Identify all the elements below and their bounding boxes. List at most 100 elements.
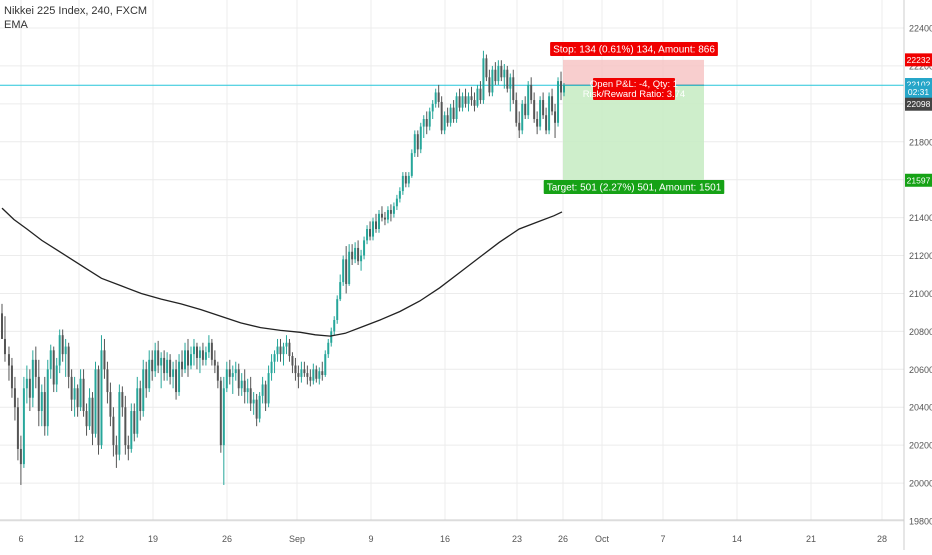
candle-body-162 xyxy=(485,58,488,78)
candle-body-17 xyxy=(52,350,55,385)
x-tick-label-4: Sep xyxy=(289,534,305,544)
y-tick-label-2: 20200 xyxy=(909,441,932,451)
candle-body-134 xyxy=(401,175,404,192)
candle-body-13 xyxy=(40,392,43,412)
candle-body-168 xyxy=(503,69,506,78)
candle-body-20 xyxy=(61,335,64,355)
candle-body-4 xyxy=(13,388,16,408)
candle-body-110 xyxy=(330,331,333,343)
candle-body-51 xyxy=(154,350,157,372)
candle-body-31 xyxy=(94,369,97,434)
candle-body-179 xyxy=(536,119,539,127)
stop-label-box xyxy=(550,42,718,56)
y-tick-label-5: 20800 xyxy=(909,327,932,337)
candle-body-37 xyxy=(112,416,115,446)
candle-body-50 xyxy=(151,359,154,372)
candle-body-112 xyxy=(336,299,339,321)
candle-body-125 xyxy=(375,221,378,229)
candle-body-152 xyxy=(455,96,458,120)
candle-body-117 xyxy=(351,251,354,260)
candle-body-151 xyxy=(452,107,455,120)
candle-body-70 xyxy=(210,342,213,360)
candle-body-49 xyxy=(148,359,151,389)
candle-body-120 xyxy=(360,255,363,262)
candle-body-64 xyxy=(192,346,195,355)
candle-body-10 xyxy=(31,359,34,398)
candle-body-46 xyxy=(139,388,142,412)
candle-body-102 xyxy=(306,373,309,377)
candle-body-69 xyxy=(207,342,210,353)
candle-body-79 xyxy=(237,369,240,389)
symbol-label[interactable]: Nikkei 225 Index, 240, FXCM xyxy=(4,5,148,17)
candle-body-73 xyxy=(219,380,222,446)
candle-body-113 xyxy=(339,282,342,300)
candle-body-156 xyxy=(467,96,470,104)
candle-body-91 xyxy=(273,354,276,362)
candle-body-92 xyxy=(276,346,279,355)
candle-body-98 xyxy=(294,365,297,374)
candle-body-28 xyxy=(85,411,88,427)
candle-body-21 xyxy=(64,346,67,355)
candle-body-57 xyxy=(172,369,175,377)
candle-body-149 xyxy=(446,115,449,123)
candle-body-142 xyxy=(425,119,428,127)
candle-body-184 xyxy=(551,96,554,112)
candle-body-153 xyxy=(458,96,461,108)
x-tick-label-2: 19 xyxy=(148,534,158,544)
candle-body-173 xyxy=(518,122,521,131)
candle-body-39 xyxy=(118,392,121,455)
y-tick-label-6: 21000 xyxy=(909,289,932,299)
candle-body-167 xyxy=(500,65,503,78)
candle-body-53 xyxy=(160,357,163,366)
candle-body-63 xyxy=(189,354,192,366)
x-tick-label-9: Oct xyxy=(595,534,610,544)
candle-body-182 xyxy=(545,115,548,131)
candle-body-41 xyxy=(124,407,127,446)
ema-line xyxy=(1,207,563,337)
candle-body-36 xyxy=(109,392,112,417)
candle-body-132 xyxy=(395,198,398,207)
price-badge-target xyxy=(905,173,932,187)
candle-body-140 xyxy=(419,126,422,150)
candle-body-54 xyxy=(163,357,166,374)
candle-body-185 xyxy=(554,111,557,123)
candle-body-126 xyxy=(377,213,380,229)
x-tick-label-5: 9 xyxy=(368,534,373,544)
price-badge-stop-text: 22232 xyxy=(907,55,931,65)
x-tick-label-11: 14 xyxy=(732,534,742,544)
candle-body-133 xyxy=(398,191,401,199)
target-label-text: Target: 501 (2.27%) 501, Amount: 1501 xyxy=(547,183,722,194)
candle-body-29 xyxy=(88,397,91,427)
candle-body-124 xyxy=(372,221,375,237)
candle-body-137 xyxy=(410,153,413,176)
indicator-label[interactable]: EMA xyxy=(4,19,28,31)
candle-body-90 xyxy=(270,361,273,374)
candle-body-82 xyxy=(246,388,249,393)
candle-body-1 xyxy=(3,338,6,355)
candle-body-71 xyxy=(213,359,216,366)
candle-body-87 xyxy=(261,384,264,396)
ratio-label: Risk/Reward Ratio: 3.74 xyxy=(583,89,685,100)
candle-body-95 xyxy=(285,342,288,347)
candle-body-59 xyxy=(178,361,181,393)
candle-body-25 xyxy=(76,388,79,408)
y-tick-label-8: 21400 xyxy=(909,213,932,223)
candle-body-114 xyxy=(342,259,345,283)
candle-body-19 xyxy=(58,335,61,366)
target-label-box xyxy=(543,180,725,194)
candle-body-175 xyxy=(524,103,527,116)
candle-body-78 xyxy=(234,369,237,374)
candle-body-89 xyxy=(267,373,270,404)
candle-body-147 xyxy=(440,101,443,131)
candle-body-5 xyxy=(16,407,19,449)
candle-body-160 xyxy=(479,88,482,101)
candle-body-141 xyxy=(422,119,425,127)
x-tick-label-7: 23 xyxy=(512,534,522,544)
candle-body-72 xyxy=(216,365,219,381)
candle-body-170 xyxy=(509,77,512,89)
candle-body-74 xyxy=(222,388,225,446)
candle-body-186 xyxy=(557,81,560,123)
candle-body-44 xyxy=(133,411,136,434)
